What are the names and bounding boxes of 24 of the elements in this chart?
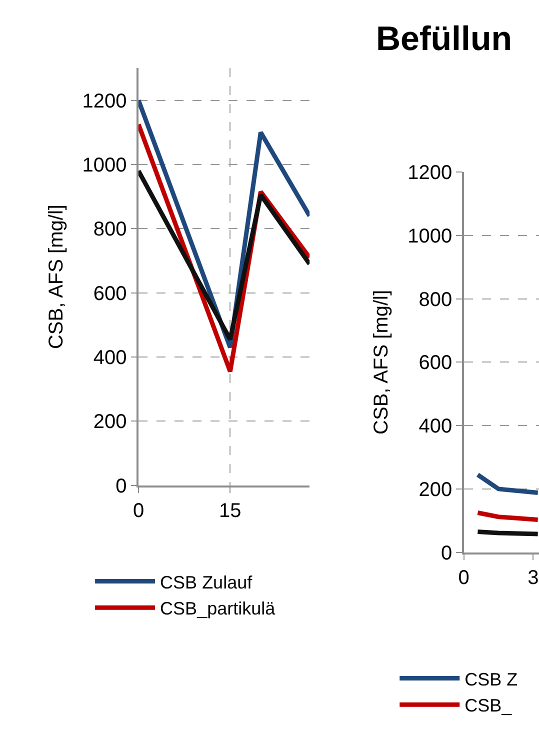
- y-axis-title: CSB, AFS [mg/l]: [45, 204, 68, 350]
- y-tick-label: 800: [93, 218, 127, 241]
- y-tick-label: 400: [93, 347, 127, 370]
- y-tick-label: 600: [418, 352, 452, 374]
- legend-label: CSB_partikulä: [160, 598, 276, 619]
- y-tick-label: 800: [418, 288, 452, 311]
- y-tick-label: 200: [418, 478, 452, 501]
- y-axis-title: CSB, AFS [mg/l]: [370, 290, 393, 434]
- y-tick-label: 0: [440, 542, 452, 564]
- y-tick-label: 1200: [408, 162, 452, 184]
- y-tick-label: 1200: [82, 90, 127, 112]
- legend-label: CSB_: [464, 696, 513, 716]
- y-tick-label: 1000: [82, 154, 127, 176]
- y-tick-label: 400: [418, 416, 452, 438]
- legend-label: CSB Z: [464, 669, 518, 690]
- x-tick-label: 15: [219, 500, 242, 522]
- y-tick-label: 200: [93, 411, 127, 434]
- y-tick-label: 600: [93, 282, 127, 305]
- line-series: [138, 168, 310, 342]
- chart-title: Befüllun: [376, 20, 512, 58]
- x-tick-label: 3: [528, 567, 539, 590]
- y-tick-label: 1000: [408, 225, 452, 248]
- legend-label: CSB Zulauf: [160, 572, 254, 592]
- y-tick-label: 0: [116, 475, 127, 498]
